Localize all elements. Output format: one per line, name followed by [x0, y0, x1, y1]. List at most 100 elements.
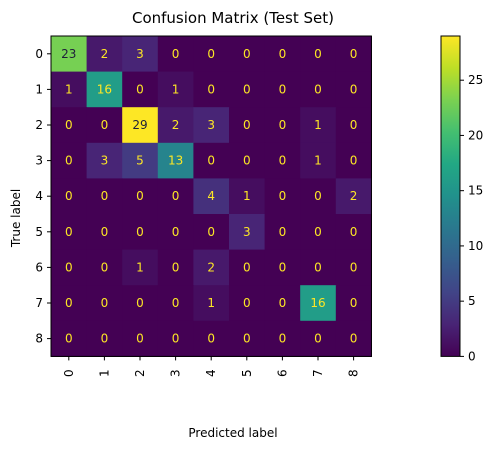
heatmap-cell-8-4: [193, 320, 230, 357]
heatmap-cell-0-1: [86, 36, 123, 73]
cell-value-6-6: 0: [279, 260, 287, 274]
x-tick-label-1: 1: [97, 369, 111, 377]
heatmap-cell-3-7: [300, 142, 337, 179]
heatmap-cell-1-5: [229, 71, 266, 108]
cell-value-5-6: 0: [279, 225, 287, 239]
cell-value-2-7: 1: [314, 118, 322, 132]
cell-value-6-7: 0: [314, 260, 322, 274]
y-tick-label-4: 4: [35, 189, 43, 203]
y-tick-label-3: 3: [35, 154, 43, 168]
heatmap-cell-2-7: [300, 107, 337, 144]
cell-value-3-5: 0: [243, 154, 251, 168]
x-axis-label: Predicted label: [188, 426, 277, 440]
cell-value-0-7: 0: [314, 47, 322, 61]
heatmap-cell-6-1: [86, 249, 123, 286]
cell-value-2-1: 0: [101, 118, 109, 132]
cell-value-0-3: 0: [172, 47, 180, 61]
heatmap-cell-0-0: [51, 36, 88, 73]
heatmap-cell-5-4: [193, 214, 230, 251]
x-tick-label-5: 5: [240, 369, 254, 377]
cell-value-7-0: 0: [65, 296, 73, 310]
heatmap-cell-2-8: [335, 107, 372, 144]
heatmap-cell-4-0: [51, 178, 88, 215]
heatmap-cell-1-7: [300, 71, 337, 108]
y-tick-label-5: 5: [35, 225, 43, 239]
cell-value-5-7: 0: [314, 225, 322, 239]
cell-value-5-2: 0: [136, 225, 144, 239]
heatmap-cell-0-2: [122, 36, 159, 73]
colorbar-frame: [440, 35, 461, 357]
heatmap-cell-3-3: [157, 142, 194, 179]
colorbar-tick-label-1: 5: [468, 294, 476, 308]
heatmap-cell-3-2: [122, 142, 159, 179]
heatmap-cell-3-6: [264, 142, 301, 179]
cell-value-8-6: 0: [279, 332, 287, 346]
heatmap-cell-3-0: [51, 142, 88, 179]
heatmap-cell-6-0: [51, 249, 88, 286]
cell-value-7-7: 16: [310, 296, 325, 310]
cell-value-7-5: 0: [243, 296, 251, 310]
cell-value-4-4: 4: [207, 189, 215, 203]
cell-value-2-3: 2: [172, 118, 180, 132]
cell-value-3-7: 1: [314, 154, 322, 168]
cell-value-0-2: 3: [136, 47, 144, 61]
heatmap-cell-7-3: [157, 285, 194, 322]
cell-value-0-0: 23: [61, 47, 76, 61]
cell-value-7-6: 0: [279, 296, 287, 310]
cell-value-2-0: 0: [65, 118, 73, 132]
cell-value-2-8: 0: [350, 118, 358, 132]
heatmap-cell-8-0: [51, 320, 88, 357]
heatmap-cell-labels: 23 2 3 0 0 0 0 0 01 16 0 1 0 0 0 0 00 0 29 2 3 0 0 1 00 3 5 13 0 0 0 1 0…: [61, 47, 357, 346]
y-tick-label-1: 1: [35, 82, 43, 96]
heatmap-cell-4-2: [122, 178, 159, 215]
heatmap-cell-5-6: [264, 214, 301, 251]
heatmap-cell-4-6: [264, 178, 301, 215]
heatmap-cell-2-1: [86, 107, 123, 144]
heatmap-cell-1-1: [86, 71, 123, 108]
y-tick-label-0: 0: [35, 47, 43, 61]
cell-value-2-2: 29: [132, 118, 147, 132]
cell-value-1-4: 0: [207, 82, 215, 96]
heatmap-cell-7-5: [229, 285, 266, 322]
heatmap-cell-8-5: [229, 320, 266, 357]
cell-value-4-8: 2: [350, 189, 358, 203]
heatmap-cell-7-4: [193, 285, 230, 322]
cell-value-8-1: 0: [101, 332, 109, 346]
cell-value-1-6: 0: [279, 82, 287, 96]
x-tick-label-2: 2: [133, 369, 147, 377]
cell-value-4-0: 0: [65, 189, 73, 203]
cell-value-0-5: 0: [243, 47, 251, 61]
heatmap-cell-0-7: [300, 36, 337, 73]
cell-value-7-8: 0: [350, 296, 358, 310]
heatmap-cell-3-5: [229, 142, 266, 179]
heatmap-cell-8-3: [157, 320, 194, 357]
cell-value-4-2: 0: [136, 189, 144, 203]
cell-value-5-1: 0: [101, 225, 109, 239]
cell-value-1-3: 1: [172, 82, 180, 96]
colorbar-tick-label-5: 25: [468, 73, 483, 87]
heatmap-cell-8-1: [86, 320, 123, 357]
y-axis-ticks: 0 1 2 3 4 5 6 7 8: [35, 47, 51, 346]
cell-value-8-2: 0: [136, 332, 144, 346]
cell-value-4-3: 0: [172, 189, 180, 203]
heatmap-cell-7-8: [335, 285, 372, 322]
heatmap-cell-0-8: [335, 36, 372, 73]
heatmap-cell-4-3: [157, 178, 194, 215]
cell-value-7-2: 0: [136, 296, 144, 310]
cell-value-2-6: 0: [279, 118, 287, 132]
y-tick-label-6: 6: [35, 260, 43, 274]
cell-value-3-6: 0: [279, 154, 287, 168]
cell-value-3-4: 0: [207, 154, 215, 168]
cell-value-0-1: 2: [101, 47, 109, 61]
colorbar-ticks: 0 5 10 15 20 25: [460, 73, 483, 363]
heatmap-cell-6-2: [122, 249, 159, 286]
cell-value-7-3: 0: [172, 296, 180, 310]
heatmap-cell-2-0: [51, 107, 88, 144]
heatmap-cell-5-8: [335, 214, 372, 251]
heatmap-cell-7-0: [51, 285, 88, 322]
heatmap-cell-5-7: [300, 214, 337, 251]
heatmap-cell-3-1: [86, 142, 123, 179]
heatmap-cell-2-5: [229, 107, 266, 144]
heatmap-cell-0-6: [264, 36, 301, 73]
